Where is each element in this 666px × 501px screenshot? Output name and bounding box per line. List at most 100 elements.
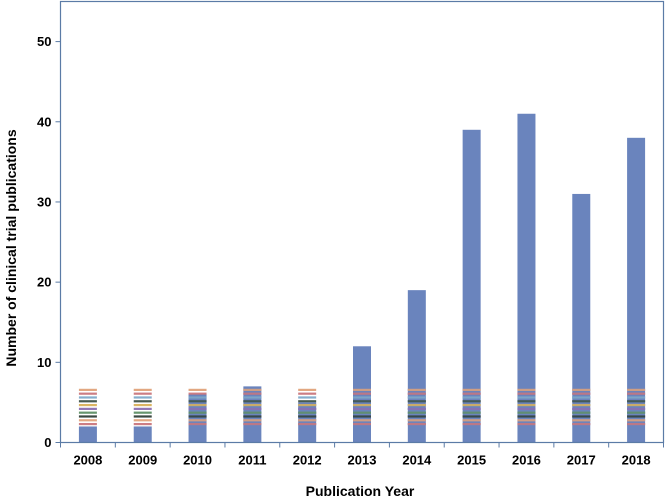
stripe-mask xyxy=(261,387,299,426)
bar-stripe xyxy=(353,396,371,399)
bar-stripe xyxy=(462,403,481,407)
y-tick-label: 10 xyxy=(37,355,51,370)
bar-2010 xyxy=(188,394,207,443)
bar-stripe xyxy=(517,419,536,422)
bar-stripe xyxy=(517,388,536,391)
stripe-mask xyxy=(206,387,244,426)
stripe-mask xyxy=(60,387,79,426)
bar-stripe xyxy=(243,419,262,422)
bar-stripe xyxy=(353,392,371,395)
y-tick-label: 20 xyxy=(37,275,51,290)
bar-stripe xyxy=(462,396,481,399)
bar-stripe xyxy=(298,407,317,410)
bar-stripe xyxy=(353,415,371,418)
bar-stripe xyxy=(572,407,591,410)
bar-stripe xyxy=(407,396,426,399)
bar-stripe xyxy=(572,422,591,426)
bar-stripe xyxy=(572,419,591,422)
x-tick-label: 2013 xyxy=(348,453,377,468)
bar-stripe xyxy=(243,392,262,395)
bar-stripe xyxy=(462,388,481,391)
bar-stripe xyxy=(517,411,536,414)
bar-stripe xyxy=(243,422,262,426)
bar-stripe xyxy=(243,396,262,399)
bar-stripe xyxy=(243,415,262,418)
bars xyxy=(78,113,646,443)
bar-stripe xyxy=(627,407,646,410)
bar-stripe xyxy=(188,403,207,407)
y-tick-label: 40 xyxy=(37,114,51,129)
bar-stripe xyxy=(407,411,426,414)
y-axis: 0 10 20 30 40 50 xyxy=(37,34,61,450)
bar-stripe xyxy=(243,411,262,414)
stripe-mask xyxy=(371,387,408,426)
y-tick-label: 30 xyxy=(37,194,51,209)
bar-stripe xyxy=(298,411,317,414)
bar-stripe xyxy=(627,396,646,399)
bar-2016 xyxy=(517,113,536,443)
bar-stripe xyxy=(517,422,536,426)
stripe-mask xyxy=(645,387,664,426)
y-tick-label: 50 xyxy=(37,34,51,49)
bar-stripe xyxy=(627,400,646,403)
bar-stripe xyxy=(353,403,371,407)
bar-stripe xyxy=(188,396,207,399)
bar-stripe xyxy=(353,422,371,426)
bar-stripe xyxy=(407,392,426,395)
stripe-mask xyxy=(425,387,463,426)
bar-stripe xyxy=(462,422,481,426)
y-axis-title: Number of clinical trial publications xyxy=(3,129,19,366)
bar-stripe xyxy=(353,388,371,391)
x-tick-label: 2012 xyxy=(293,453,322,468)
bar-stripe xyxy=(407,388,426,391)
x-tick-label: 2011 xyxy=(238,453,266,468)
bar-stripe xyxy=(572,400,591,403)
bar-stripe xyxy=(627,422,646,426)
bar-stripe xyxy=(572,388,591,391)
bar-stripe xyxy=(517,415,536,418)
bar-stripe xyxy=(517,396,536,399)
x-tick-label: 2008 xyxy=(73,453,102,468)
bar-stripe xyxy=(188,419,207,422)
bar-stripe xyxy=(298,403,317,407)
bar-stripe xyxy=(243,388,262,391)
x-tick-label: 2015 xyxy=(457,453,486,468)
bar-2018 xyxy=(627,137,646,443)
bar-stripe xyxy=(462,400,481,403)
bar-2017 xyxy=(572,193,591,443)
bar-stripe xyxy=(517,400,536,403)
bar-stripe xyxy=(298,422,317,426)
bar-stripe xyxy=(407,422,426,426)
bar-2008 xyxy=(78,426,97,443)
bar-2011 xyxy=(243,386,262,443)
bar-stripe xyxy=(353,411,371,414)
bar-2009 xyxy=(133,426,152,443)
plot-frame xyxy=(59,0,665,444)
bar-stripe xyxy=(407,415,426,418)
stripe-mask xyxy=(535,387,573,426)
x-tick-label: 2016 xyxy=(512,453,541,468)
bar-stripe xyxy=(517,407,536,410)
bar-2015 xyxy=(462,129,481,443)
stripe-mask xyxy=(480,387,518,426)
bar-stripe xyxy=(627,419,646,422)
x-tick-label: 2014 xyxy=(402,453,432,468)
bar-stripe xyxy=(572,403,591,407)
bar-stripe xyxy=(243,400,262,403)
bar-stripe xyxy=(627,415,646,418)
bar-stripe xyxy=(517,403,536,407)
bar-stripe xyxy=(462,415,481,418)
bar-stripe xyxy=(462,419,481,422)
bar-stripe xyxy=(243,403,262,407)
bar-stripe xyxy=(188,411,207,414)
stripe-mask xyxy=(96,387,134,426)
x-tick-label: 2009 xyxy=(128,453,157,468)
bar-stripe xyxy=(627,388,646,391)
bar-stripe xyxy=(572,415,591,418)
x-tick-label: 2017 xyxy=(567,453,596,468)
bar-stripe xyxy=(407,400,426,403)
bar-stripe xyxy=(188,422,207,426)
stripe-mask xyxy=(151,387,189,426)
bar-stripe xyxy=(462,411,481,414)
